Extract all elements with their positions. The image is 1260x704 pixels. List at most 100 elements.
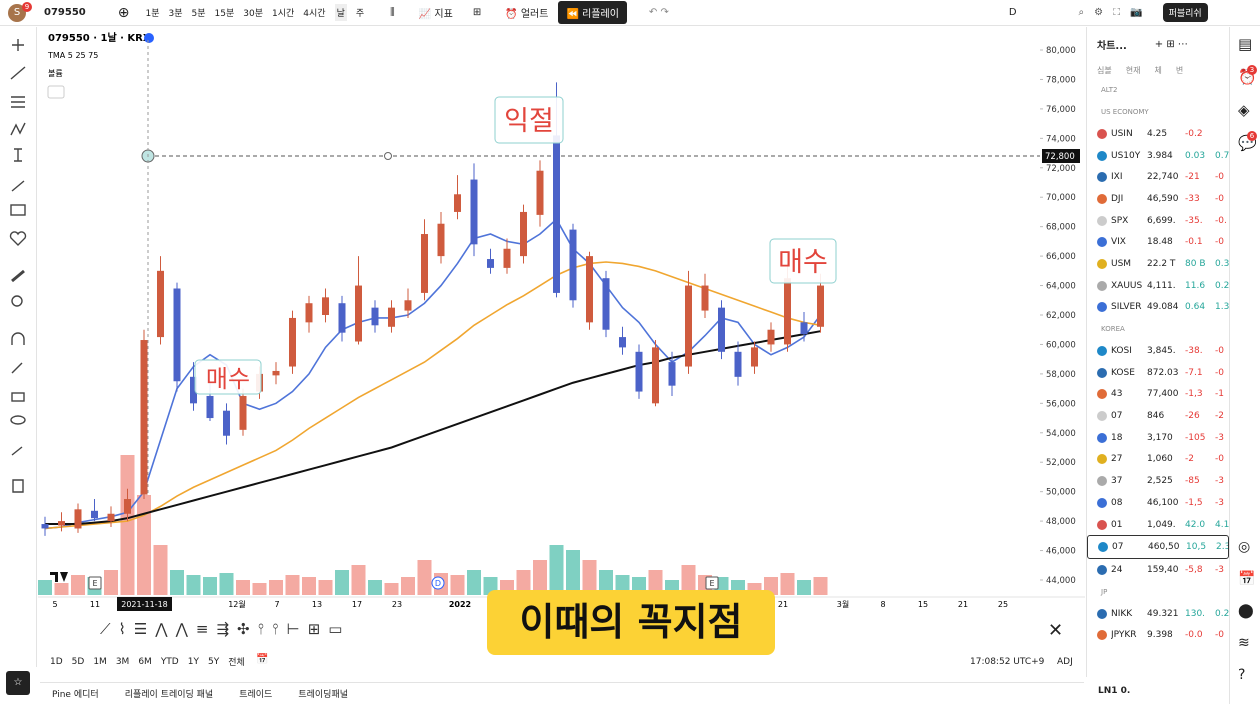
replay[interactable]: ⏪ 리플레이 (558, 1, 627, 24)
interval[interactable]: 1분 (145, 9, 160, 19)
watch-row[interactable]: NIKK 49.321 130. 0.2 (1087, 603, 1229, 625)
price: 46,590 (1147, 193, 1179, 204)
collapse-legend[interactable] (47, 85, 65, 99)
watch-row[interactable]: USM 22.2 T 80 B 0.3 (1087, 253, 1229, 275)
interval[interactable]: 1시간 (272, 9, 295, 19)
undo[interactable]: ↶ ↷ (648, 7, 669, 18)
range[interactable]: 6M (138, 656, 152, 667)
interval[interactable]: 3분 (168, 9, 183, 19)
range[interactable]: 1M (93, 656, 107, 667)
add-symbol[interactable]: ⊕ (117, 4, 130, 21)
link-tool[interactable] (11, 446, 23, 456)
favorite-tool[interactable] (9, 231, 27, 246)
zoom-tool[interactable] (11, 295, 23, 307)
bar-style[interactable]: ⫼ (390, 7, 395, 18)
watch-row[interactable]: 08 46,100 -1,5 -3 (1087, 492, 1229, 514)
line-tool[interactable] (10, 66, 26, 80)
watch-row[interactable]: KOSE 872.03 -7.1 -0 (1087, 362, 1229, 384)
adj[interactable]: ADJ (1057, 657, 1073, 667)
watch-row[interactable]: 01 1,049. 42.0 4.1 (1087, 514, 1229, 536)
brush-tool[interactable] (11, 180, 25, 192)
volume-bar (269, 580, 283, 595)
avatar[interactable]: S (8, 3, 26, 22)
side-button[interactable]: ≋ (1238, 635, 1250, 651)
range[interactable]: YTD (160, 656, 179, 667)
range[interactable]: 5Y (207, 656, 220, 667)
close-drawing-bar[interactable]: ✕ (1048, 620, 1064, 641)
watchlist-title[interactable]: 차트... (1097, 40, 1127, 52)
range[interactable]: 전체 (228, 658, 245, 668)
watch-row[interactable]: 27 1,060 -2 -0 (1087, 449, 1229, 471)
x-tick-label: 12월 (228, 599, 246, 609)
note-tool[interactable] (10, 204, 26, 216)
volume-bar (599, 570, 613, 595)
crosshair-tool[interactable] (12, 39, 24, 51)
layouts[interactable]: ⊞ (472, 7, 482, 18)
alert[interactable]: ⏰ 얼러트 (505, 9, 549, 20)
visibility-tool[interactable] (10, 415, 26, 425)
side-button[interactable]: ▤ (1238, 35, 1253, 53)
price: 4.25 (1147, 128, 1168, 139)
watch-row[interactable]: 43 77,400 -1,3 -1 (1087, 384, 1229, 406)
side-button[interactable]: ◎ (1238, 539, 1251, 555)
symbol-icon (1097, 497, 1107, 508)
range[interactable]: 3M (115, 656, 130, 667)
publish[interactable]: 퍼블리쉬 (1162, 3, 1208, 22)
watch-row[interactable]: DJI 46,590 -33 -0 (1087, 188, 1229, 210)
tab[interactable]: 트레이딩패널 (298, 690, 349, 700)
interval[interactable]: 30분 (243, 9, 263, 19)
tab[interactable]: Pine 에디터 (52, 690, 99, 700)
favorites[interactable]: ☆ (6, 671, 30, 695)
side-button[interactable]: ◈ (1238, 101, 1250, 119)
interval[interactable]: 15분 (214, 9, 235, 19)
legend-toggle[interactable] (144, 33, 154, 43)
watch-row[interactable]: US10Y 3.984 0.03 0.7 (1087, 145, 1229, 167)
trash-tool[interactable] (12, 479, 24, 493)
tab[interactable]: 트레이드 (239, 690, 273, 700)
side-button[interactable]: 📅 (1238, 571, 1256, 587)
indicators-label: 지표 (434, 9, 453, 20)
magnet-tool[interactable] (11, 332, 25, 345)
fib-tool[interactable] (11, 96, 25, 108)
change: 42.0 (1185, 519, 1206, 530)
range[interactable]: 5D (71, 656, 85, 667)
interval[interactable]: 주 (355, 9, 365, 19)
watch-row[interactable]: XAUUS 4,111. 11.6 0.2 (1087, 275, 1229, 297)
lock-tool[interactable] (11, 392, 25, 402)
candle-body (767, 329, 775, 345)
symbol[interactable]: 079550 (44, 7, 86, 18)
watch-row[interactable]: IXI 22,740 -21 -0 (1087, 166, 1229, 188)
interval[interactable]: 5분 (191, 9, 206, 19)
watch-row[interactable]: 24 159,40 -5,8 -3 (1087, 559, 1229, 581)
price: 2,525 (1147, 476, 1173, 487)
side-button[interactable]: ? (1238, 667, 1246, 683)
tab[interactable]: 리플레이 트레이딩 패널 (124, 690, 214, 700)
watchlist-actions[interactable]: + ⊞ ⋯ (1154, 38, 1188, 50)
watch-row[interactable]: 37 2,525 -85 -3 (1087, 470, 1229, 492)
interval[interactable]: 날 (334, 4, 347, 21)
interval[interactable]: 4시간 (303, 9, 326, 19)
date-range[interactable]: 📅 (256, 654, 269, 665)
side-button[interactable]: ⬤ (1238, 603, 1254, 619)
watch-row[interactable]: VIX 18.48 -0.1 -0 (1087, 231, 1229, 253)
volume-bar (219, 573, 234, 595)
watch-row[interactable]: USIN 4.25 -0.2 (1087, 123, 1229, 145)
watch-row[interactable]: KOSI 3,845. -38. -0 (1087, 340, 1229, 362)
watch-row[interactable]: SPX 6,699. -35. -0. (1087, 210, 1229, 232)
change: -0.0 (1185, 630, 1203, 641)
chart-type[interactable]: D (1008, 7, 1017, 18)
text-tool[interactable] (14, 148, 22, 162)
ruler-tool[interactable] (11, 269, 25, 283)
indicators[interactable]: 📈 지표 (418, 9, 453, 20)
watch-row[interactable]: SILVER 49.084 0.64 1.3 (1087, 297, 1229, 319)
range[interactable]: 1Y (187, 656, 199, 667)
lock-draw-tool[interactable] (11, 362, 23, 374)
watch-row[interactable]: 07 460,50 10,5 2.3 (1087, 535, 1229, 560)
watch-row[interactable]: 07 846 -26 -2 (1087, 405, 1229, 427)
range[interactable]: 1D (50, 656, 63, 667)
watch-row[interactable]: 18 3,170 -105 -3 (1087, 427, 1229, 449)
pattern-tool[interactable] (10, 122, 26, 136)
alert-label: 얼러트 (520, 9, 549, 20)
watch-row[interactable]: JPYKR 9.398 -0.0 -0 (1087, 624, 1229, 646)
x-tick-label: 21 (958, 600, 968, 609)
